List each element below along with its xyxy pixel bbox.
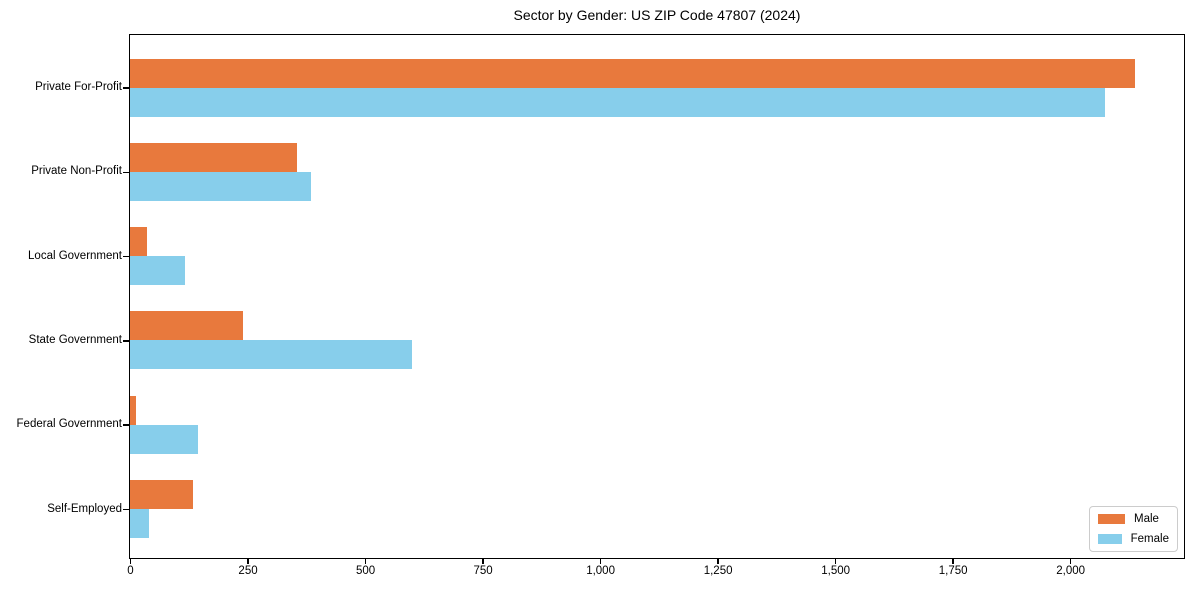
y-tick-label: State Government: [28, 333, 122, 346]
x-tick-mark: [599, 559, 602, 564]
legend-label-female: Female: [1130, 533, 1169, 545]
x-tick-label: 1,750: [938, 565, 968, 577]
bar-male-3: [130, 311, 243, 341]
y-tick-label: Private Non-Profit: [31, 165, 122, 178]
y-tick-mark: [123, 171, 129, 174]
bar-male-5: [130, 480, 193, 509]
bar-female-3: [130, 340, 412, 370]
x-tick-label: 500: [355, 565, 376, 577]
y-tick-label: Self-Employed: [47, 502, 122, 515]
bar-female-2: [130, 256, 185, 286]
bar-male-2: [130, 227, 147, 257]
chart-title: Sector by Gender: US ZIP Code 47807 (202…: [513, 7, 801, 23]
y-tick-label: Private For-Profit: [35, 81, 122, 93]
x-tick-mark: [247, 559, 249, 564]
x-tick-mark: [717, 559, 719, 564]
legend: Male Female: [1089, 506, 1178, 552]
y-tick-mark: [123, 87, 129, 89]
legend-swatch-male: [1098, 514, 1125, 524]
x-tick-mark: [482, 559, 484, 564]
bar-male-0: [130, 58, 1135, 88]
y-tick-label: Local Government: [28, 249, 122, 262]
legend-swatch-female: [1098, 534, 1122, 544]
y-tick-mark: [123, 340, 129, 342]
legend-label-male: Male: [1134, 513, 1159, 525]
bar-female-1: [130, 171, 311, 201]
plot-area: [129, 34, 1185, 559]
bar-female-5: [130, 509, 150, 538]
legend-entry-male: Male: [1098, 513, 1169, 525]
x-tick-mark: [364, 559, 367, 564]
x-tick-label: 1,000: [586, 565, 615, 577]
x-tick-mark: [129, 559, 132, 564]
legend-entry-female: Female: [1098, 533, 1169, 545]
x-tick-label: 1,500: [821, 565, 851, 577]
bar-female-4: [130, 424, 198, 454]
x-tick-mark: [834, 559, 837, 564]
y-tick-mark: [123, 424, 129, 426]
y-tick-label: Federal Government: [16, 418, 122, 431]
x-tick-label: 250: [238, 565, 258, 577]
x-tick-label: 2,000: [1056, 565, 1086, 577]
x-tick-mark: [1069, 559, 1072, 564]
x-tick-label: 1,250: [703, 565, 733, 577]
bar-female-0: [130, 87, 1106, 117]
bar-male-4: [130, 395, 137, 425]
x-tick-mark: [952, 559, 954, 564]
x-tick-label: 0: [127, 565, 134, 577]
x-tick-label: 750: [473, 565, 493, 577]
y-tick-mark: [123, 255, 129, 258]
bar-male-1: [130, 142, 297, 172]
y-tick-mark: [123, 508, 129, 511]
